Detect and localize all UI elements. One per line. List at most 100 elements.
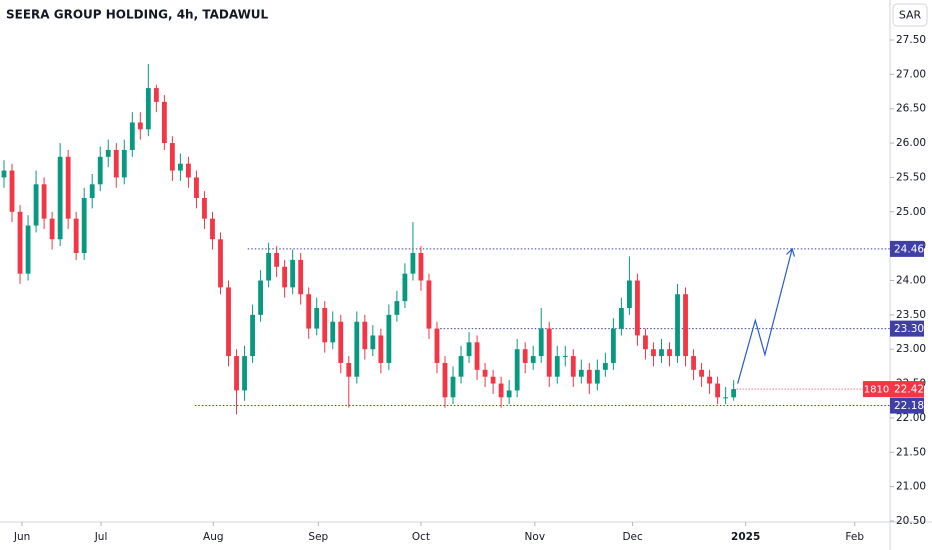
candle-body xyxy=(266,253,272,281)
y-tick-label: 23.00 xyxy=(896,343,926,355)
candle-body xyxy=(723,397,729,399)
y-tick-label: 22.00 xyxy=(896,412,926,424)
candle-body xyxy=(667,349,672,357)
candle-body xyxy=(210,218,215,240)
candle-body xyxy=(65,156,71,219)
level-price-box xyxy=(890,240,924,257)
x-tick-label: Jul xyxy=(94,531,108,543)
candle-body xyxy=(105,149,111,157)
y-tick-label: 26.50 xyxy=(896,103,926,115)
candle-body xyxy=(226,287,231,357)
candle-body xyxy=(145,88,151,130)
candle-body xyxy=(699,369,704,377)
candle-body xyxy=(610,328,616,363)
candle-body xyxy=(218,239,223,288)
candle-body xyxy=(530,356,536,363)
candle-body xyxy=(482,369,488,377)
candle-body xyxy=(546,328,552,377)
candle-body xyxy=(169,143,175,171)
y-tick-label: 21.50 xyxy=(896,446,926,458)
candle-body xyxy=(322,307,328,343)
level-price-box xyxy=(890,320,924,337)
candle-body xyxy=(234,356,239,391)
candle-body xyxy=(570,356,576,377)
chart-title: SEERA GROUP HOLDING, 4h, TADAWUL xyxy=(6,8,269,22)
candle-body xyxy=(362,321,368,350)
candle-body xyxy=(618,307,624,329)
candle-body xyxy=(715,383,721,398)
x-tick-label: Nov xyxy=(525,531,546,543)
projection-path xyxy=(737,248,793,384)
candle-body xyxy=(178,163,183,171)
y-tick-label: 23.50 xyxy=(896,309,926,321)
candle-body xyxy=(81,198,87,254)
candle-body xyxy=(354,321,360,377)
current-price-label: 22.42 xyxy=(894,384,924,396)
candle-body xyxy=(586,369,592,384)
candle-body xyxy=(121,149,127,178)
level-price-label: 22.18 xyxy=(894,400,924,412)
candle-body xyxy=(450,376,456,398)
candle-body xyxy=(9,170,15,212)
level-price-label: 24.46 xyxy=(894,243,924,255)
candle-body xyxy=(242,356,247,391)
candle-body xyxy=(137,122,143,130)
x-tick-label: 2025 xyxy=(731,531,760,543)
candle-body xyxy=(153,88,159,102)
candle-body xyxy=(370,335,376,350)
candle-body xyxy=(161,101,167,144)
candle-body xyxy=(282,266,288,288)
candle-body xyxy=(258,280,263,315)
candle-body xyxy=(306,294,312,329)
x-tick-label: Sep xyxy=(308,531,328,543)
candle-body xyxy=(25,225,31,274)
candle-body xyxy=(202,198,207,219)
candle-body xyxy=(378,335,384,363)
candle-body xyxy=(426,280,432,329)
candle-body xyxy=(330,321,336,343)
countdown-box xyxy=(863,381,890,398)
candle-body xyxy=(298,259,304,295)
y-tick-label: 21.00 xyxy=(896,481,926,493)
x-tick-label: Oct xyxy=(412,531,430,543)
candle-body xyxy=(33,184,39,226)
candle-body xyxy=(434,328,440,363)
currency-label[interactable]: SAR xyxy=(899,9,922,22)
candle-body xyxy=(314,307,320,329)
candle-body xyxy=(386,314,392,363)
currency-button[interactable] xyxy=(892,3,928,27)
candle-body xyxy=(498,383,504,398)
candle-body xyxy=(274,253,280,267)
y-tick-label: 25.00 xyxy=(896,206,926,218)
candle-body xyxy=(562,356,568,358)
candle-body xyxy=(602,362,608,370)
candle-body xyxy=(675,294,680,357)
candle-body xyxy=(514,349,520,391)
candle-body xyxy=(41,184,47,219)
candle-body xyxy=(113,149,119,178)
projection-arrowhead xyxy=(786,247,796,257)
candle-body xyxy=(57,156,63,240)
candle-body xyxy=(659,349,664,357)
candle-body xyxy=(194,177,199,199)
candle-body xyxy=(418,253,424,281)
candle-body xyxy=(635,280,640,336)
y-tick-label: 20.50 xyxy=(896,515,926,527)
x-tick-label: Dec xyxy=(622,531,643,543)
candle-body xyxy=(643,335,648,350)
candle-body xyxy=(474,342,480,370)
level-price-label: 23.30 xyxy=(894,323,924,335)
candle-body xyxy=(410,253,416,274)
candle-body xyxy=(49,218,55,240)
candle-body xyxy=(538,328,544,357)
candle-body xyxy=(522,349,528,363)
candle-body xyxy=(250,314,255,357)
candle-body xyxy=(73,218,79,254)
candle-body xyxy=(402,273,408,302)
candle-body xyxy=(458,356,464,377)
candle-body xyxy=(506,390,512,398)
candle-body xyxy=(683,294,688,357)
candle-body xyxy=(394,301,400,315)
x-tick-label: Aug xyxy=(203,531,224,543)
